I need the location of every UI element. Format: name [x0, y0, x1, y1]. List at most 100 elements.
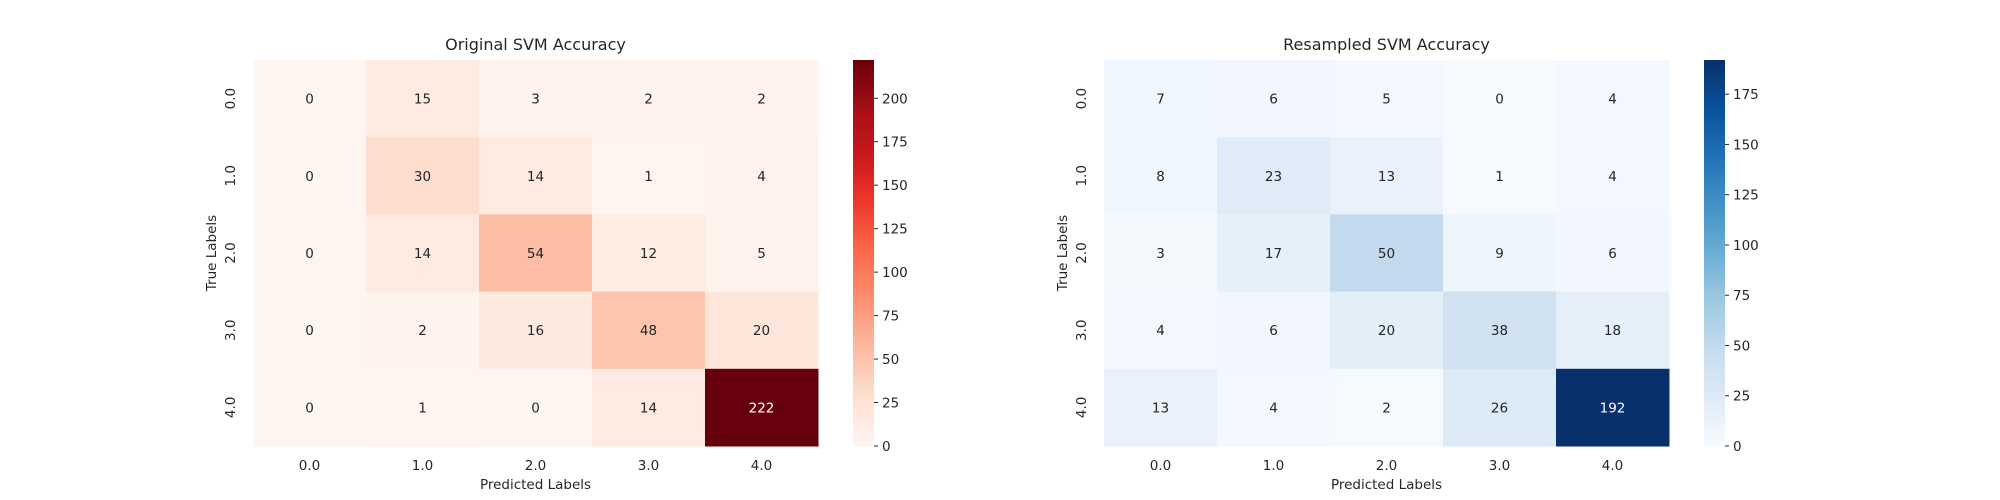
- colorbar-tick-label: 150: [882, 178, 908, 194]
- x-tick-label: 3.0: [1489, 458, 1510, 474]
- colorbar-tick-label: 125: [882, 222, 908, 238]
- cell-value: 0: [305, 169, 314, 185]
- heatmap-cell: [253, 60, 367, 138]
- heatmap-cell: [705, 291, 819, 370]
- cell-value: 48: [640, 323, 657, 339]
- heatmap-cell: [592, 60, 706, 138]
- heatmap-cell: [1330, 60, 1444, 138]
- y-axis-label: True Labels: [204, 215, 220, 292]
- heatmap-cell: [253, 368, 367, 447]
- colorbar-tick-label: 25: [882, 396, 899, 412]
- x-tick-label: 1.0: [412, 458, 433, 474]
- cell-value: 14: [527, 169, 544, 185]
- cell-value: 13: [1378, 169, 1395, 185]
- heatmap-cell: [1556, 60, 1670, 138]
- heatmap-cell: [1330, 368, 1444, 447]
- x-tick-label: 4.0: [1602, 458, 1623, 474]
- cell-value: 4: [1608, 169, 1617, 185]
- colorbar-tick-label: 100: [1733, 238, 1759, 254]
- heatmap-cell: [366, 291, 480, 370]
- colorbar-tick-label: 0: [1733, 439, 1742, 455]
- heatmap-cell: [479, 60, 593, 138]
- cell-value: 20: [1378, 323, 1395, 339]
- heatmap-cell: [1104, 60, 1218, 138]
- heatmap-cell: [1330, 291, 1444, 370]
- x-tick-label: 0.0: [299, 458, 320, 474]
- cell-value: 222: [749, 400, 775, 416]
- cell-value: 0: [1495, 92, 1504, 108]
- cell-value: 2: [1382, 400, 1391, 416]
- y-tick-label: 4.0: [223, 397, 239, 418]
- heatmap-cell: [705, 368, 819, 447]
- y-tick-label: 2.0: [223, 242, 239, 263]
- colorbar-tick-label: 150: [1733, 137, 1759, 153]
- cell-value: 14: [640, 400, 657, 416]
- cell-value: 2: [644, 92, 653, 108]
- cell-value: 17: [1265, 246, 1282, 262]
- colorbar-tick-label: 175: [882, 135, 908, 151]
- cell-value: 54: [527, 246, 544, 262]
- heatmap-cell: [592, 291, 706, 370]
- x-tick-label: 0.0: [1150, 458, 1171, 474]
- cell-value: 5: [1382, 92, 1391, 108]
- heatmap-cell: [1556, 291, 1670, 370]
- cell-value: 50: [1378, 246, 1395, 262]
- heatmap-cell: [1556, 368, 1670, 447]
- x-tick-label: 2.0: [1376, 458, 1397, 474]
- heatmap-cell: [253, 214, 367, 293]
- x-tick-label: 3.0: [638, 458, 659, 474]
- colorbar-tick-label: 175: [1733, 87, 1759, 103]
- heatmap-cell: [1104, 214, 1218, 293]
- heatmap-cell: [1104, 291, 1218, 370]
- cell-value: 4: [1608, 92, 1617, 108]
- heatmap-cell: [479, 368, 593, 447]
- cell-value: 3: [531, 92, 540, 108]
- cell-value: 4: [757, 169, 766, 185]
- y-tick-label: 3.0: [1074, 319, 1090, 340]
- heatmap-cell: [1330, 137, 1444, 215]
- cell-value: 4: [1269, 400, 1278, 416]
- heatmap-cell: [705, 60, 819, 138]
- heatmap-cell: [1443, 60, 1557, 138]
- y-tick-label: 0.0: [1074, 88, 1090, 109]
- cell-value: 3: [1156, 246, 1165, 262]
- heatmap-cell: [705, 137, 819, 215]
- cell-value: 18: [1604, 323, 1621, 339]
- heatmap-cell: [1443, 291, 1557, 370]
- colorbar-tick-label: 0: [882, 439, 891, 455]
- heatmap-cell: [592, 214, 706, 293]
- colorbar-tick-label: 125: [1733, 188, 1759, 204]
- y-tick-label: 1.0: [223, 165, 239, 186]
- cell-value: 0: [531, 400, 540, 416]
- cell-value: 6: [1269, 92, 1278, 108]
- cell-value: 6: [1608, 246, 1617, 262]
- colorbar-tick-label: 75: [1733, 288, 1750, 304]
- heatmap-cell: [592, 368, 706, 447]
- heatmap-cell: [1556, 137, 1670, 215]
- heatmap-cell: [1217, 214, 1331, 293]
- cell-value: 9: [1495, 246, 1504, 262]
- heatmap-cell: [253, 291, 367, 370]
- heatmap-cell: [1330, 214, 1444, 293]
- y-axis-label: True Labels: [1055, 215, 1071, 292]
- y-tick-label: 3.0: [223, 319, 239, 340]
- colorbar: [853, 60, 874, 446]
- heatmap-cell: [1217, 137, 1331, 215]
- x-tick-label: 1.0: [1263, 458, 1284, 474]
- chart-title: Original SVM Accuracy: [445, 35, 626, 54]
- cell-value: 13: [1152, 400, 1169, 416]
- heatmap-cell: [1443, 214, 1557, 293]
- heatmap-cell: [1217, 291, 1331, 370]
- y-tick-label: 4.0: [1074, 397, 1090, 418]
- cell-value: 2: [418, 323, 427, 339]
- x-tick-label: 4.0: [751, 458, 772, 474]
- cell-value: 0: [305, 92, 314, 108]
- colorbar-tick-label: 50: [882, 352, 899, 368]
- heatmap-cell: [705, 214, 819, 293]
- x-axis-label: Predicted Labels: [1331, 477, 1442, 493]
- heatmap-cell: [479, 291, 593, 370]
- cell-value: 15: [414, 92, 431, 108]
- cell-value: 16: [527, 323, 544, 339]
- colorbar-tick-label: 50: [1733, 338, 1750, 354]
